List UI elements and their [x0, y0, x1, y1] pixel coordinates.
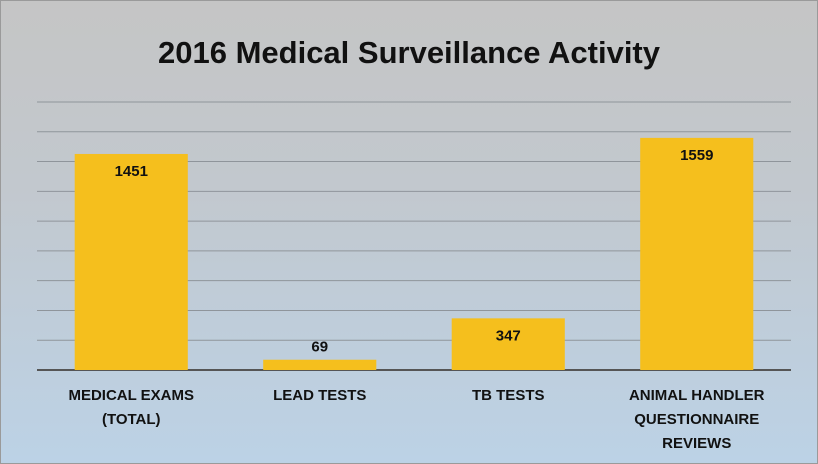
value-label: 1559: [680, 147, 713, 164]
bar: [640, 137, 754, 370]
x-tick-label: ANIMAL HANDLER QUESTIONNAIRE REVIEWS: [628, 387, 765, 452]
chart-title: 2016 Medical Surveillance Activity: [158, 35, 661, 70]
value-label: 347: [496, 327, 521, 344]
x-tick-label: LEAD TESTS: [273, 387, 367, 404]
bar: [451, 318, 565, 370]
x-tick-label: TB TESTS: [471, 387, 545, 404]
value-label: 1451: [115, 163, 148, 180]
bar: [74, 153, 188, 370]
x-tick-label: MEDICAL EXAMS (TOTAL): [68, 387, 195, 428]
value-label: 69: [311, 339, 328, 356]
bar: [263, 359, 377, 370]
